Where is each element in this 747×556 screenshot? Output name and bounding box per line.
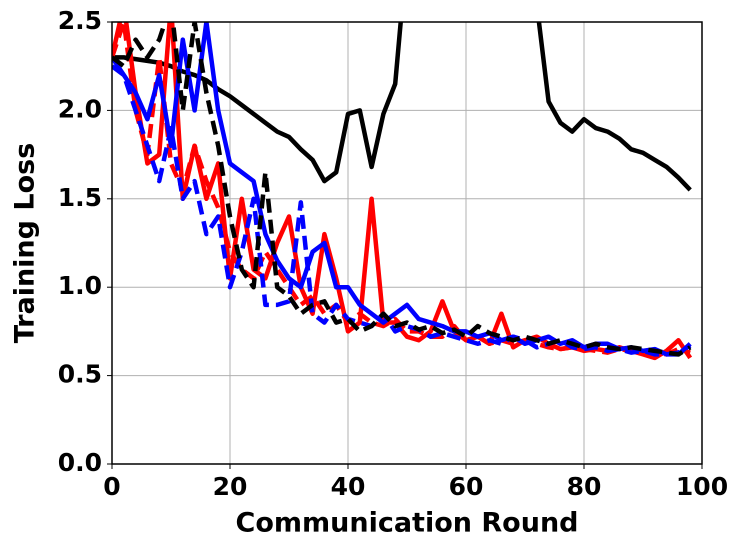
y-tick-label: 0.0 xyxy=(58,448,102,477)
ticks: 0.0 0.5 1.0 1.5 2.0 2.5 0 20 40 60 80 100 xyxy=(58,6,728,501)
series-line xyxy=(112,64,692,357)
x-tick-label: 100 xyxy=(676,472,728,501)
x-axis-label: Communication Round xyxy=(236,508,579,539)
y-tick-label: 1.5 xyxy=(58,183,102,212)
lines xyxy=(112,22,693,361)
y-tick-label: 2.0 xyxy=(58,94,102,123)
series-line xyxy=(112,22,692,357)
x-tick-label: 0 xyxy=(103,472,120,501)
grid xyxy=(111,21,703,465)
series-line xyxy=(112,22,692,357)
plot-frame xyxy=(111,21,703,465)
y-axis-label: Training Loss xyxy=(10,143,41,344)
x-tick-label: 20 xyxy=(213,472,248,501)
x-tick-label: 40 xyxy=(331,472,366,501)
series-line xyxy=(112,22,693,361)
series-line xyxy=(112,22,692,192)
y-tick-label: 1.0 xyxy=(58,271,102,300)
x-tick-label: 60 xyxy=(449,472,484,501)
y-tick-label: 0.5 xyxy=(58,360,102,389)
y-tick-label: 2.5 xyxy=(58,6,102,35)
x-tick-label: 80 xyxy=(567,472,602,501)
